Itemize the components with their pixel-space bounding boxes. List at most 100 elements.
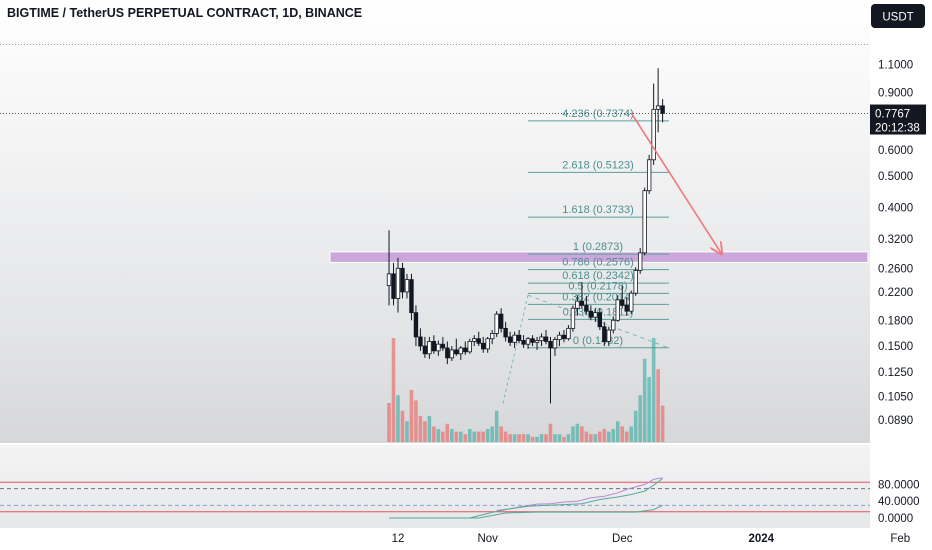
rsi-tick-label: 40.0000 (878, 496, 920, 508)
time-axis-background (0, 528, 870, 550)
price-tick-label: 0.1050 (878, 392, 913, 404)
time-axis: 12 Nov Dec 2024 Feb (392, 533, 911, 545)
volume-bar (521, 434, 526, 442)
candle (400, 262, 405, 299)
volume-bar (396, 395, 400, 442)
candle (584, 295, 589, 315)
price-tick-label: 0.3200 (878, 234, 913, 246)
price-tick-label: 0.2200 (878, 287, 913, 299)
candle (543, 330, 549, 345)
price-tick-label: 0.1500 (878, 341, 913, 353)
fib-label: 0.786 (0.2576) (562, 257, 634, 269)
price-tick-label: 0.1250 (878, 367, 913, 379)
volume-bar (611, 429, 616, 442)
candle (498, 308, 504, 333)
time-tick-label: Dec (612, 533, 633, 545)
price-tick-label: 1.1000 (878, 59, 913, 71)
candle (602, 321, 607, 347)
candles (386, 68, 665, 404)
projection-arrow (630, 112, 721, 253)
candle (637, 248, 643, 274)
candle (588, 305, 594, 321)
candle (548, 336, 553, 404)
volume-bar (593, 434, 598, 442)
volume-bar (485, 429, 490, 442)
candle (611, 316, 616, 334)
volume-bar (606, 431, 611, 442)
time-tick-label: 12 (392, 533, 405, 545)
candle (606, 326, 611, 347)
price-pane-background (0, 0, 870, 443)
candle (660, 99, 665, 123)
currency-button-label[interactable]: USDT (882, 12, 913, 24)
candle (386, 230, 392, 306)
candle (552, 336, 558, 356)
candle (458, 346, 463, 360)
candle (629, 290, 634, 315)
volume-bar (391, 338, 396, 442)
candle (476, 331, 481, 347)
candle (489, 330, 495, 345)
volume-bar (423, 421, 427, 442)
volume-bar (405, 421, 409, 442)
volume-bar (441, 431, 445, 442)
candle (507, 331, 513, 347)
candle (436, 340, 441, 356)
candle (651, 83, 656, 165)
fib-label: 0.5 (0.2178) (568, 280, 627, 292)
candle (615, 295, 620, 322)
candle (521, 335, 526, 348)
volume-bar (584, 431, 589, 442)
volume-bar (400, 410, 405, 442)
volume-bar (490, 426, 494, 442)
candle (409, 273, 414, 321)
volume-bar (418, 416, 423, 442)
candle (418, 328, 423, 351)
volume-bar (503, 431, 508, 442)
volume-bar (602, 429, 607, 442)
candle (431, 335, 437, 354)
candle (525, 336, 531, 349)
chart-title: BIGTIME / TetherUS PERPETUAL CONTRACT, 1… (7, 6, 362, 20)
candle (481, 336, 486, 353)
price-tick-label: 0.9000 (878, 88, 913, 100)
rsi-tick-label: 80.0000 (878, 479, 920, 491)
candle (557, 331, 562, 347)
current-price-value: 0.7767 (875, 109, 910, 121)
volume-bar (580, 426, 584, 442)
volume-bar (427, 416, 432, 442)
zone-rectangle (329, 251, 869, 263)
rsi-indicator: 80.0000 40.0000 0.0000 (0, 443, 920, 525)
candle (593, 308, 598, 322)
price-axis: 1.10000.90000.70000.60000.50000.40000.32… (870, 59, 926, 427)
countdown-timer: 20:12:38 (875, 123, 920, 135)
volume-bar (557, 434, 562, 442)
candle (624, 297, 629, 316)
current-price-badge: 0.7767 20:12:38 (870, 104, 926, 135)
price-tick-label: 0.2600 (878, 263, 913, 275)
fib-anchor-line (502, 295, 529, 404)
volume-bar (598, 431, 602, 442)
volume-bar (432, 426, 436, 442)
currency-button[interactable]: USDT (871, 4, 925, 28)
volume-bar (566, 434, 571, 442)
volume-bar (562, 436, 566, 442)
fib-label: 2.618 (0.5123) (562, 159, 634, 171)
volume-bar (620, 426, 625, 442)
volume-bar (414, 400, 418, 442)
volume-bar (436, 429, 441, 442)
volume-bar (499, 426, 503, 442)
candle (516, 330, 522, 344)
volume-bar (535, 436, 539, 442)
volume-bar (647, 377, 651, 442)
volume-bar (517, 434, 521, 442)
fib-label: 1 (0.2873) (573, 241, 623, 253)
volume-bar (651, 338, 656, 442)
rsi-line (496, 477, 663, 511)
candle (413, 305, 419, 347)
volume-bars (387, 338, 665, 442)
candle (440, 336, 446, 351)
candle (512, 331, 517, 348)
volume-bar (409, 390, 414, 442)
